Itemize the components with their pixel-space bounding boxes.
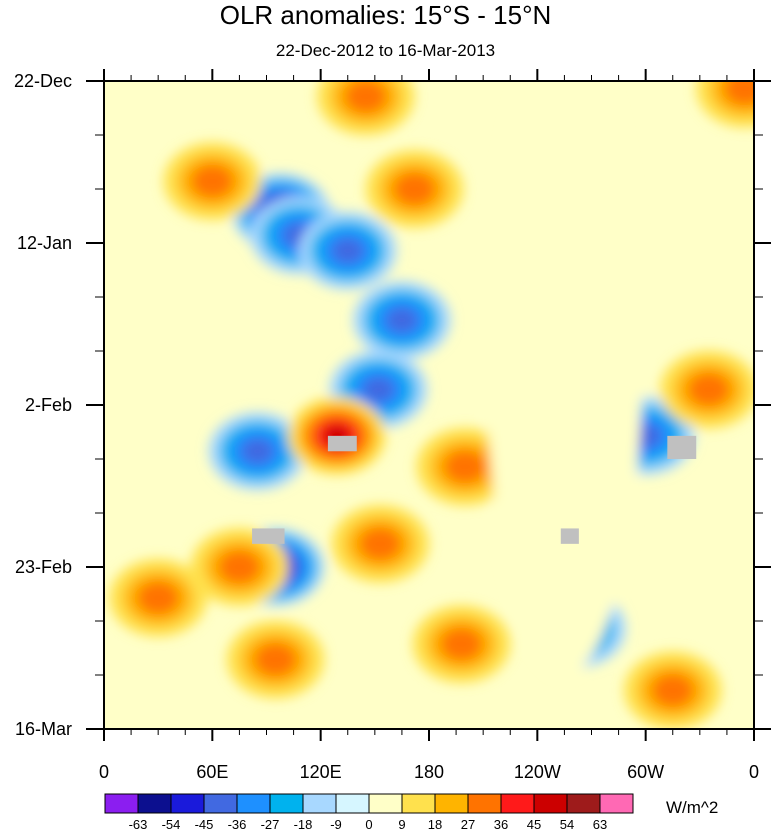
anomaly-feature-ring — [241, 438, 274, 465]
colorbar-swatch — [533, 793, 568, 814]
anomaly-feature — [660, 350, 754, 429]
colorbar-label: 63 — [593, 817, 607, 830]
chart-subtitle: 22-Dec-2012 to 16-Mar-2013 — [275, 41, 496, 60]
colorbar-label: -63 — [129, 817, 148, 830]
anomaly-feature — [299, 211, 397, 290]
colorbar-swatch — [500, 793, 535, 814]
anomaly-feature — [353, 281, 451, 360]
colorbar-label: -9 — [330, 817, 342, 830]
anomaly-feature-ring — [687, 372, 730, 407]
colorbar-swatch — [434, 793, 469, 814]
colorbar-label: -18 — [294, 817, 313, 830]
x-tick-label: 0 — [749, 762, 759, 782]
colorbar-swatch — [335, 793, 370, 814]
anomaly-feature — [412, 605, 511, 684]
anomaly-feature — [317, 81, 415, 136]
colorbar-label: 45 — [527, 817, 541, 830]
y-tick-label: 16-Mar — [15, 719, 72, 739]
colorbar-swatch — [269, 793, 304, 814]
anomaly-feature — [109, 558, 207, 637]
anomaly-feature-ring — [444, 450, 487, 484]
colorbar-swatch — [566, 793, 601, 814]
missing-data-box — [560, 528, 579, 544]
colorbar-label: 36 — [494, 817, 508, 830]
anomaly-feature — [190, 528, 289, 606]
anomaly-feature-ring — [359, 527, 402, 561]
x-tick-label: 120E — [300, 762, 342, 782]
anomaly-feature — [163, 142, 262, 221]
anomaly-feature-ring — [344, 81, 387, 114]
missing-data-box — [667, 435, 697, 459]
colorbar-label: -54 — [162, 817, 181, 830]
colorbar-swatch — [368, 793, 403, 814]
anomaly-feature — [208, 412, 307, 491]
colorbar-swatch — [104, 793, 139, 814]
anomaly-feature — [365, 150, 464, 228]
anomaly-feature-ring — [218, 550, 261, 584]
anomaly-feature-ring — [486, 81, 643, 675]
y-tick-label: 23-Feb — [15, 557, 72, 577]
colorbar-label: -27 — [261, 817, 280, 830]
missing-data-box — [252, 528, 285, 544]
anomaly-feature-ring — [137, 581, 180, 615]
colorbar-swatch — [236, 793, 271, 814]
anomaly-feature-ring — [385, 307, 419, 334]
anomaly-feature — [331, 504, 429, 583]
anomaly-feature-ring — [440, 627, 483, 661]
anomaly-feature-ring — [724, 81, 754, 106]
colorbar-label: 54 — [560, 817, 574, 830]
anomaly-feature-ring — [331, 237, 364, 264]
anomaly-feature — [624, 651, 722, 729]
colorbar-swatch — [599, 793, 634, 814]
colorbar-units: W/m^2 — [666, 798, 719, 817]
anomaly-feature — [226, 620, 325, 699]
colorbar-label: 9 — [398, 817, 405, 830]
colorbar-swatch — [170, 793, 205, 814]
x-tick-label: 0 — [99, 762, 109, 782]
anomaly-feature-ring — [362, 376, 395, 403]
colorbar-label: 27 — [461, 817, 475, 830]
colorbar-swatch — [467, 793, 502, 814]
y-tick-label: 12-Jan — [17, 233, 72, 253]
colorbar-label: 0 — [365, 817, 372, 830]
colorbar-swatch — [203, 793, 238, 814]
chart-title: OLR anomalies: 15°S - 15°N — [219, 0, 552, 30]
heatmap-plot-area — [104, 81, 754, 729]
anomaly-feature — [416, 427, 514, 506]
anomaly-feature — [696, 81, 754, 128]
y-tick-label: 2-Feb — [25, 395, 72, 415]
colorbar-swatch — [302, 793, 337, 814]
anomaly-feature — [486, 81, 643, 675]
colorbar-label: -36 — [228, 817, 247, 830]
colorbar-swatch — [401, 793, 436, 814]
x-tick-label: 180 — [414, 762, 444, 782]
x-tick-label: 120W — [514, 762, 561, 782]
x-tick-label: 60W — [627, 762, 664, 782]
missing-data-box — [327, 435, 357, 452]
colorbar-label: -45 — [195, 817, 214, 830]
colorbar-label: 18 — [428, 817, 442, 830]
anomaly-feature-ring — [651, 673, 694, 708]
y-tick-label: 22-Dec — [14, 71, 72, 91]
x-tick-label: 60E — [196, 762, 228, 782]
colorbar-swatch — [137, 793, 172, 814]
anomaly-feature-ring — [191, 164, 234, 198]
anomaly-feature-ring — [393, 172, 436, 206]
anomaly-feature-ring — [254, 642, 297, 677]
